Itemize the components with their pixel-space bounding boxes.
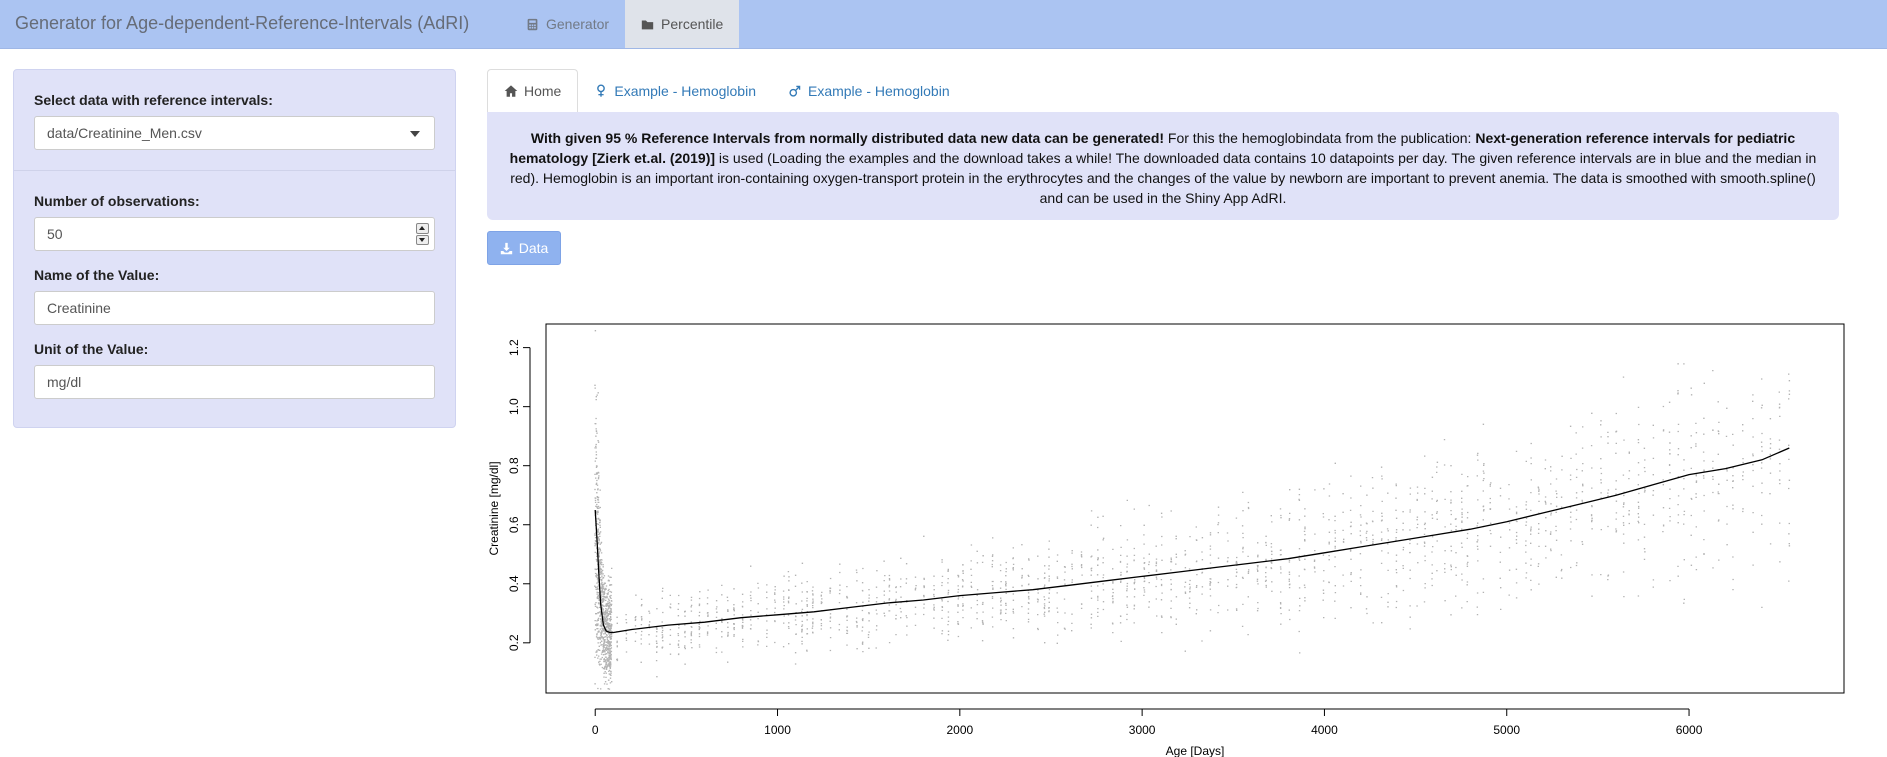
tab-home-label: Home: [524, 83, 562, 99]
nav-tab-generator-label: Generator: [546, 16, 610, 32]
info-bold-intro: With given 95 % Reference Intervals from…: [530, 130, 1165, 146]
x-tick-label: 5000: [1493, 723, 1520, 737]
x-axis-label: Age [Days]: [1166, 744, 1225, 757]
sidebar-panel: Select data with reference intervals: da…: [13, 69, 456, 428]
info-publication: Next-generation reference intervals for …: [509, 130, 1796, 166]
y-axis-label: Creatinine [mg/dl]: [487, 461, 501, 555]
navbar: Generator for Age-dependent-Reference-In…: [0, 0, 1887, 49]
observations-value: 50: [47, 226, 63, 242]
value-name-label: Name of the Value:: [34, 267, 160, 283]
x-tick-label: 0: [592, 723, 599, 737]
scatter-points: [594, 330, 1791, 690]
observations-input[interactable]: 50: [34, 217, 435, 251]
nav-tab-percentile[interactable]: Percentile: [625, 0, 740, 48]
y-tick-label: 0.2: [507, 634, 521, 651]
select-data-label: Select data with reference intervals:: [34, 92, 273, 108]
tab-example-hemoglobin-male[interactable]: Example - Hemoglobin: [772, 70, 966, 112]
scatter-plot: 0 1000 2000 3000 4000 5000 6000 Age [Days] 0.2 0.…: [487, 323, 1845, 757]
value-name-input[interactable]: Creatinine: [34, 291, 435, 325]
tab-example-female-label: Example - Hemoglobin: [614, 83, 756, 99]
calculator-icon: [527, 18, 538, 30]
main-tabs: Home Example - Hemoglobin Example - Hemo…: [487, 69, 966, 112]
data-points: [594, 330, 1791, 690]
y-tick-label: 0.4: [507, 575, 521, 592]
info-panel: With given 95 % Reference Intervals from…: [487, 112, 1839, 220]
number-spinner[interactable]: [416, 223, 429, 245]
x-tick-label: 4000: [1311, 723, 1338, 737]
x-tick-label: 2000: [946, 723, 973, 737]
x-tick-label: 3000: [1129, 723, 1156, 737]
female-icon: [597, 84, 606, 97]
value-unit-text: mg/dl: [47, 374, 82, 390]
y-tick-label: 0.8: [507, 457, 521, 474]
data-select[interactable]: data/Creatinine_Men.csv: [34, 116, 435, 150]
home-icon: [504, 85, 518, 97]
median-line: [594, 447, 1790, 634]
observations-label: Number of observations:: [34, 193, 200, 209]
value-unit-label: Unit of the Value:: [34, 341, 149, 357]
data-select-value: data/Creatinine_Men.csv: [47, 125, 202, 141]
tab-example-male-label: Example - Hemoglobin: [807, 83, 950, 99]
divider: [14, 170, 455, 171]
value-unit-input[interactable]: mg/dl: [34, 365, 435, 399]
nav-tab-percentile-label: Percentile: [661, 16, 724, 32]
download-data-button[interactable]: Data: [487, 231, 561, 265]
caret-down-icon: [410, 131, 420, 137]
tab-example-hemoglobin-female[interactable]: Example - Hemoglobin: [578, 70, 772, 112]
info-text-1: For this the hemoglobindata from the pub…: [1164, 130, 1476, 146]
value-name-text: Creatinine: [47, 300, 111, 316]
y-tick-label: 1.2: [507, 339, 521, 356]
plot-frame: [545, 323, 1845, 694]
tab-home[interactable]: Home: [487, 69, 579, 112]
x-tick-label: 1000: [764, 723, 791, 737]
y-tick-label: 1.0: [507, 398, 521, 415]
x-tick-label: 6000: [1676, 723, 1703, 737]
spin-up-icon[interactable]: [416, 223, 429, 234]
download-data-label: Data: [518, 240, 549, 256]
download-icon: [500, 242, 512, 254]
male-icon: [789, 85, 801, 97]
y-tick-label: 0.6: [507, 516, 521, 533]
app-title: Generator for Age-dependent-Reference-In…: [15, 13, 470, 33]
info-text-2: is used (Loading the examples and the do…: [510, 150, 1817, 206]
folder-icon: [641, 19, 654, 29]
spin-down-icon[interactable]: [416, 234, 429, 245]
nav-tab-generator[interactable]: Generator: [510, 0, 625, 48]
plot-axes: 0 1000 2000 3000 4000 5000 6000 Age [Days] 0.2 0.…: [487, 323, 1845, 757]
